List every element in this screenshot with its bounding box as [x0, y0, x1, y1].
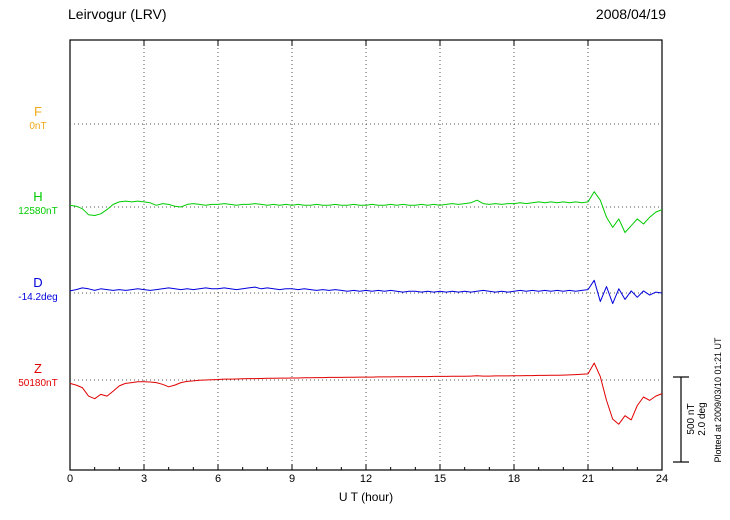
scale-bar-label: 500 nT 2.0 deg	[686, 402, 708, 435]
x-tick-label-18: 18	[507, 473, 521, 485]
trace-baseline-value-h: 12580nT	[18, 206, 58, 217]
x-tick-label-24: 24	[655, 473, 669, 485]
x-tick-label-3: 3	[140, 473, 148, 485]
scale-bar-label-nt: 500 nT	[686, 403, 697, 435]
x-tick-label-0: 0	[66, 473, 74, 485]
trace-label-z: Z 50180nT	[0, 361, 76, 390]
plotted-at-note: Plotted at 2009/03/10 01:21 UT	[713, 337, 723, 463]
trace-label-f: F 0nT	[0, 104, 76, 133]
x-tick-label-21: 21	[581, 473, 595, 485]
trace-baseline-value-z: 50180nT	[18, 378, 58, 389]
date-label: 2008/04/19	[595, 6, 666, 22]
x-tick-label-15: 15	[433, 473, 447, 485]
x-tick-label-12: 12	[359, 473, 373, 485]
trace-label-d: D -14.2deg	[0, 275, 76, 304]
trace-label-h: H 12580nT	[0, 189, 76, 218]
trace-letter-d: D	[33, 275, 43, 290]
trace-letter-h: H	[33, 189, 43, 204]
scale-bar-label-deg: 2.0 deg	[697, 402, 708, 436]
station-title: Leirvogur (LRV)	[68, 6, 167, 22]
trace-letter-f: F	[34, 104, 42, 119]
x-tick-label-6: 6	[214, 473, 222, 485]
trace-baseline-value-d: -14.2deg	[18, 292, 58, 303]
trace-baseline-value-f: 0nT	[29, 121, 47, 132]
x-axis-title: U T (hour)	[338, 490, 394, 504]
trace-letter-z: Z	[34, 361, 42, 376]
x-tick-label-9: 9	[288, 473, 296, 485]
